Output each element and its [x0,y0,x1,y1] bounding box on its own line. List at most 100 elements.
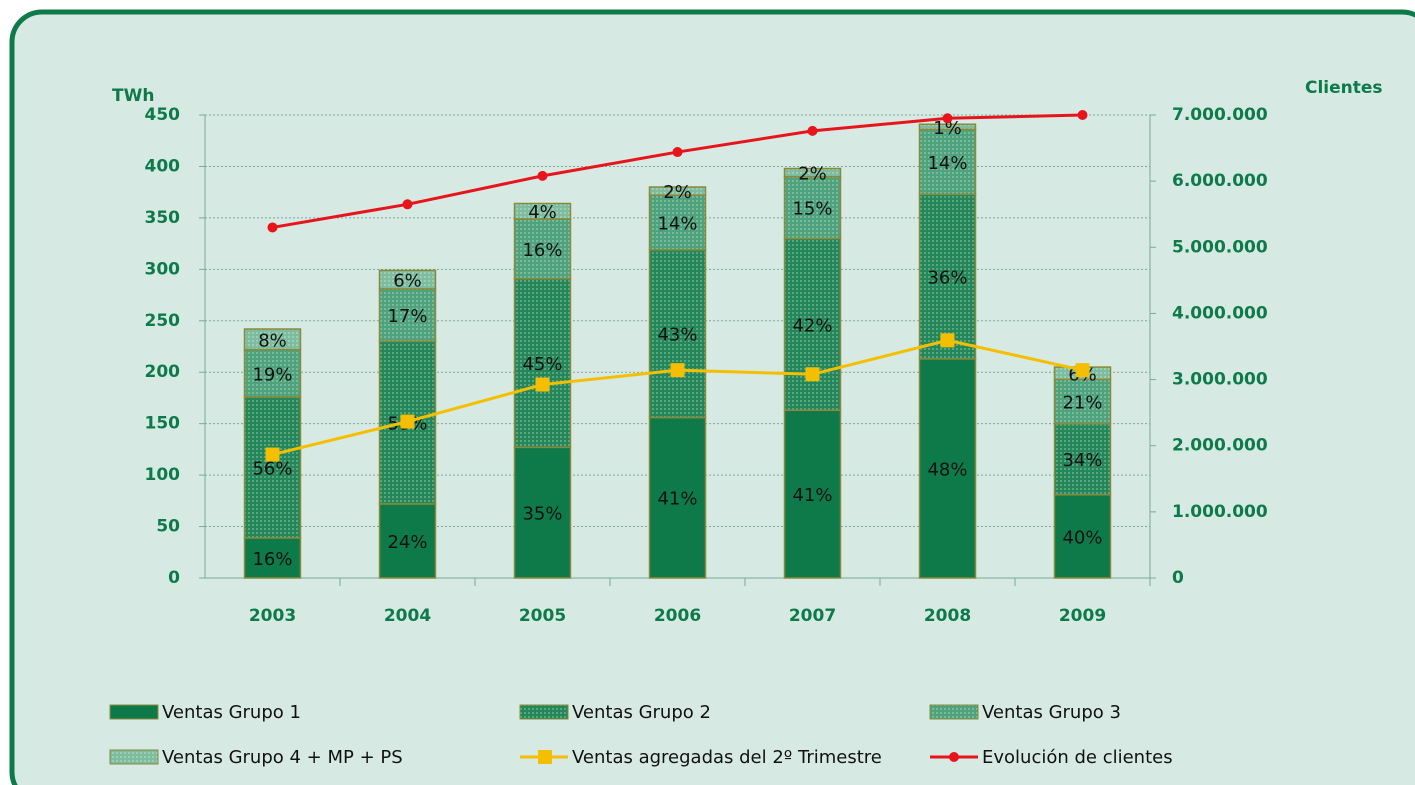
data-label: 14% [927,153,967,174]
data-label: 40% [1062,527,1102,548]
data-label: 8% [258,330,287,351]
x-tick-label: 2008 [924,606,971,626]
marker [805,367,820,382]
y-tick-label: 100 [145,465,181,485]
bar-segment [378,288,437,343]
y-tick-label: 450 [145,105,181,125]
marker [265,447,280,462]
x-tick-label: 2003 [249,606,296,626]
bar-segment [513,202,572,220]
data-label: 17% [387,306,427,327]
legend-swatch [929,704,979,720]
data-label: 36% [927,268,967,289]
bar-segment [918,128,977,195]
y2-tick-label: 4.000.000 [1172,303,1268,323]
data-label: 35% [522,504,562,525]
y2-axis-title: Clientes [1305,78,1383,98]
bar-segment [783,409,842,579]
marker [267,222,278,233]
legend-swatch [519,704,569,720]
data-label: 19% [252,364,292,385]
data-label: 2% [798,164,827,185]
y2-tick-label: 1.000.000 [1172,502,1268,522]
legend-label: Ventas agregadas del 2º Trimestre [572,747,882,768]
legend-marker [538,750,552,764]
x-tick-label: 2007 [789,606,836,626]
bar-segment [243,537,302,579]
bar-segment [243,348,302,398]
data-label: 2% [663,182,692,203]
bar-segment [648,416,707,579]
y-tick-label: 150 [145,414,181,434]
bar-segment [513,446,572,579]
bar-segment [243,328,302,351]
marker [1077,110,1088,120]
y2-tick-label: 3.000.000 [1172,370,1268,390]
legend-label: Ventas Grupo 3 [982,702,1121,723]
marker [940,333,955,348]
legend-marker [949,752,959,762]
y2-tick-label: 7.000.000 [1172,105,1268,125]
y2-tick-label: 0 [1172,568,1184,588]
marker [537,170,548,181]
bar-segment [1053,493,1112,579]
bar-segment [513,218,572,280]
bar-segment [513,277,572,449]
data-label: 21% [1062,393,1102,414]
data-label: 6% [393,271,422,292]
marker [400,414,415,429]
x-tick-label: 2004 [384,606,431,626]
data-label: 56% [252,458,292,479]
data-label: 14% [657,214,697,235]
data-label: 42% [792,315,832,336]
data-label: 43% [657,325,697,346]
y-tick-label: 200 [145,362,181,382]
bar-segment [648,194,707,251]
data-label: 48% [927,459,967,480]
data-label: 1% [933,118,962,139]
y-tick-label: 0 [168,568,180,588]
legend-label: Ventas Grupo 2 [572,702,711,723]
data-label: 45% [522,354,562,375]
marker [535,377,550,392]
marker [672,147,683,158]
bar-segment [648,186,707,197]
data-label: 16% [252,549,292,570]
bar-segment [378,503,437,579]
y2-tick-label: 5.000.000 [1172,237,1268,257]
y-tick-label: 50 [156,517,180,537]
bar-segment [918,193,977,360]
x-tick-label: 2009 [1059,606,1106,626]
data-label: 15% [792,199,832,220]
data-label: 16% [522,240,562,261]
data-label: 4% [528,202,557,223]
panel [9,9,1415,785]
y-tick-label: 350 [145,208,181,228]
x-tick-label: 2005 [519,606,566,626]
y-tick-label: 300 [145,259,181,279]
legend-swatch [109,749,159,765]
y-tick-label: 250 [145,311,181,331]
x-tick-label: 2006 [654,606,701,626]
legend-label: Ventas Grupo 1 [162,702,301,723]
y2-tick-label: 6.000.000 [1172,171,1268,191]
marker [1075,363,1090,378]
legend-label: Evolución de clientes [982,747,1173,768]
y-axis-title: TWh [112,86,154,106]
marker [942,113,953,124]
bar-segment [783,167,842,178]
bar-segment [918,123,977,131]
bar-segment [918,358,977,579]
y-tick-label: 400 [145,156,181,176]
marker [807,125,818,136]
data-label: 34% [1062,450,1102,471]
marker [402,199,413,210]
data-label: 41% [792,485,832,506]
marker [670,363,685,378]
legend-label: Ventas Grupo 4 + MP + PS [162,747,403,768]
bar-segment [243,396,302,539]
bar-segment [378,269,437,290]
legend-swatch [109,704,159,720]
data-label: 24% [387,532,427,553]
